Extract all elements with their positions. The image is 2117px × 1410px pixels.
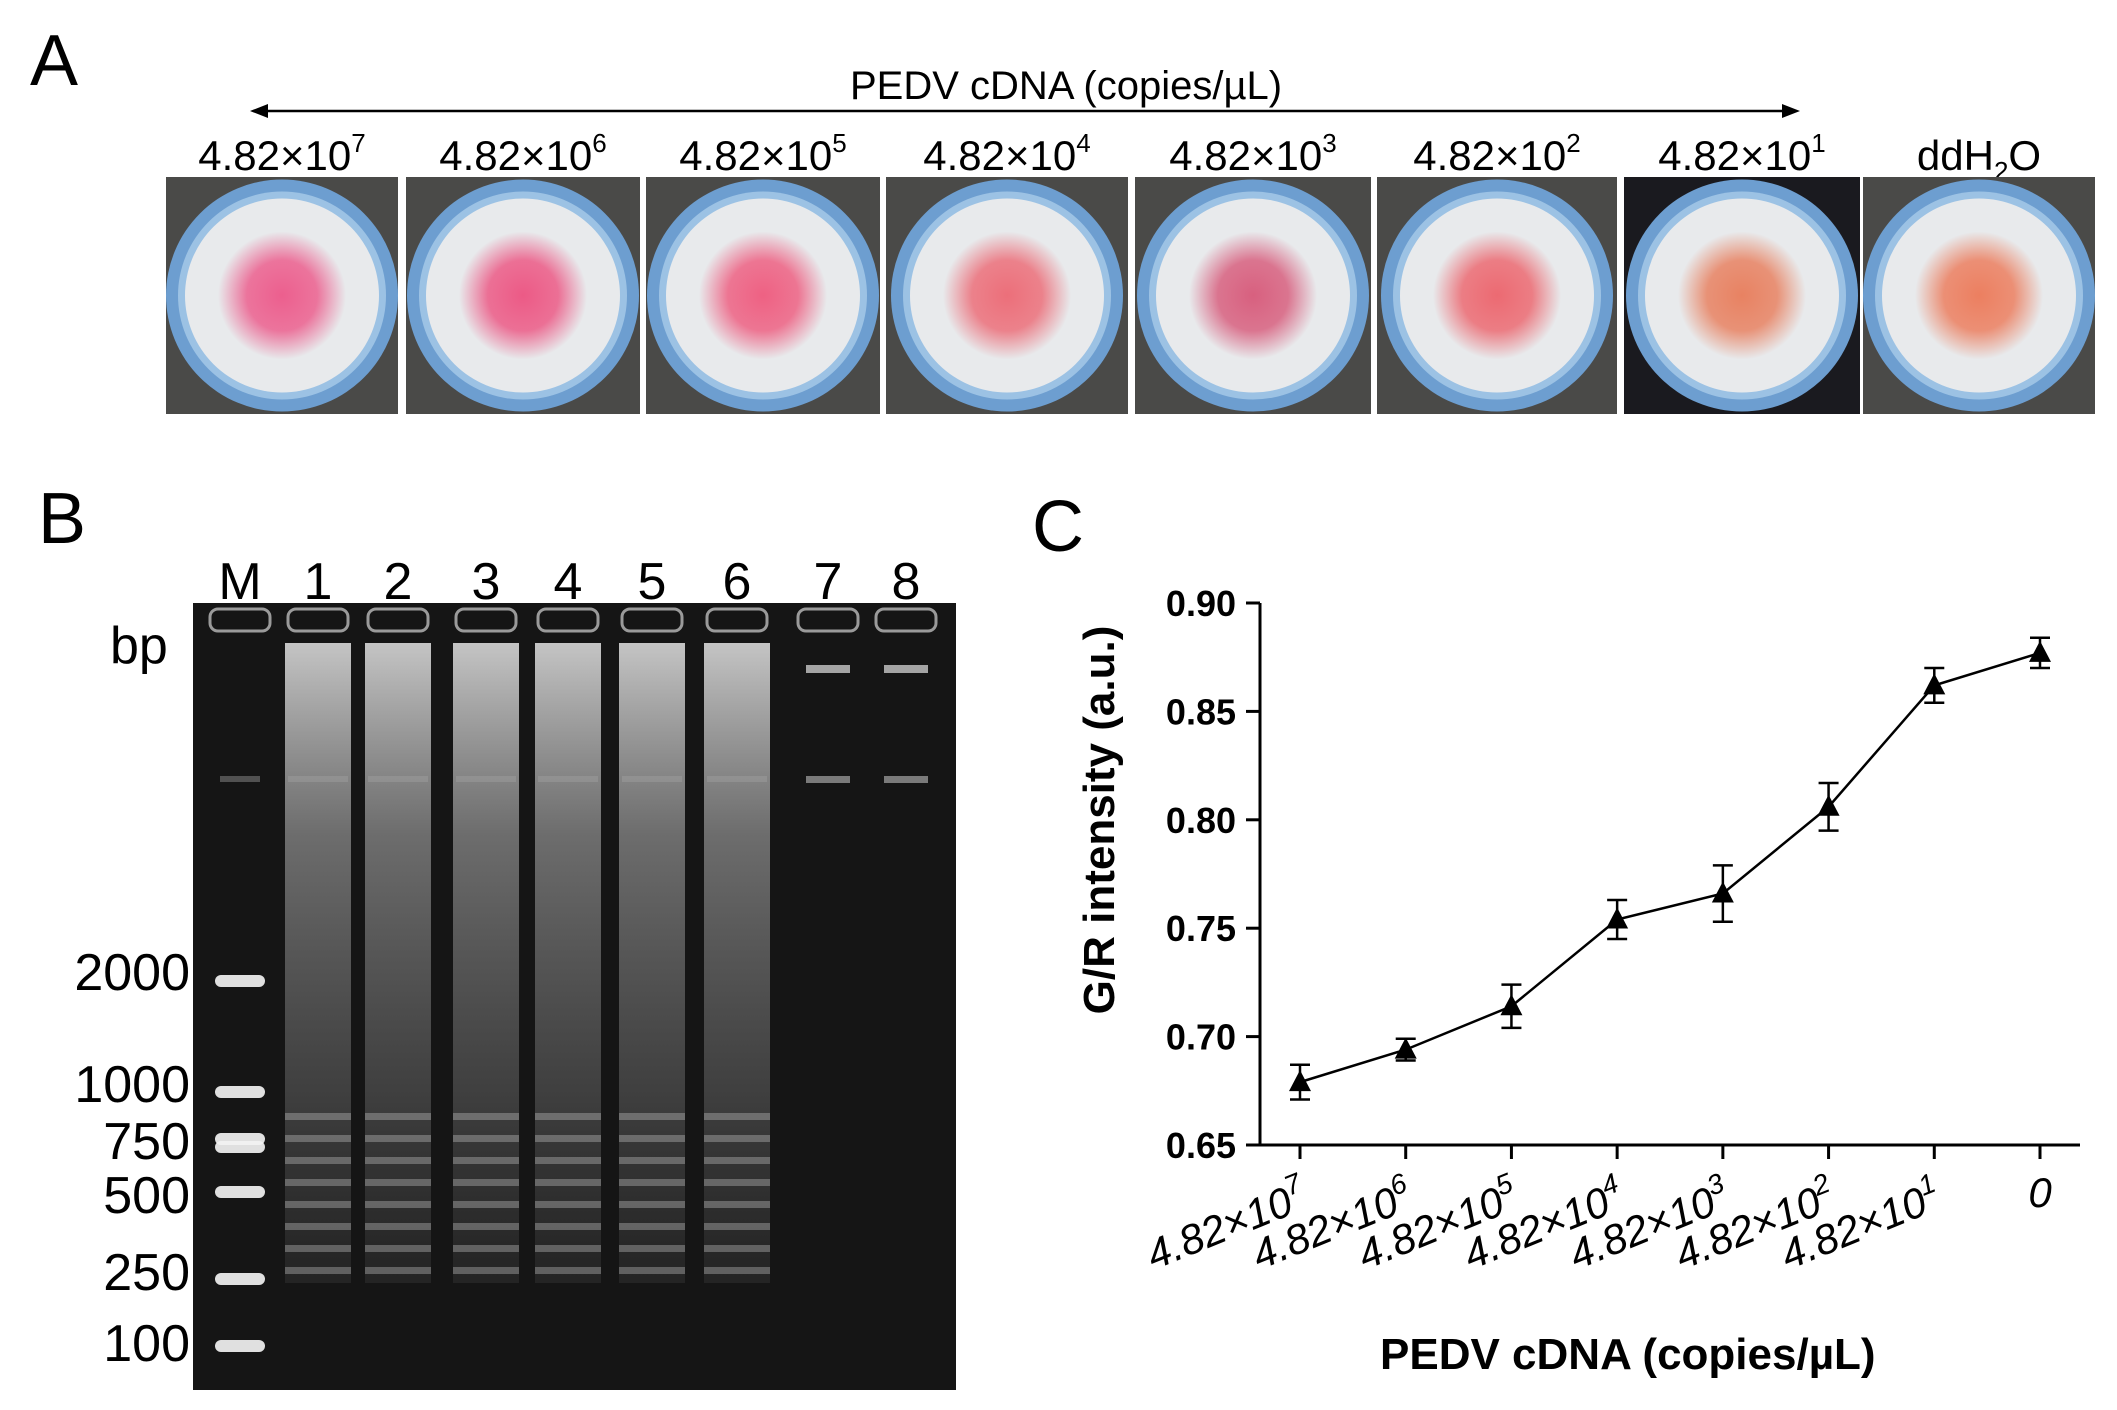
series-line <box>1299 651 2041 1084</box>
sample-disc-photo <box>1135 177 1371 414</box>
sample-disc-photo <box>1863 177 2095 414</box>
data-point <box>1817 794 1840 816</box>
lane-label: 5 <box>637 553 667 611</box>
data-point <box>1289 1070 1311 1092</box>
lane-label: 4 <box>553 553 583 611</box>
ladder-size-label: 1000 <box>74 1056 190 1114</box>
data-point <box>1606 907 1629 929</box>
data-point <box>1711 881 1734 903</box>
lane-label: 2 <box>383 553 413 611</box>
panel-label-c: C <box>1032 487 1084 567</box>
y-tick-label: 0.65 <box>1166 1125 1236 1166</box>
gel-image <box>193 603 956 1390</box>
sample-disc-photo <box>646 177 880 414</box>
data-point <box>1923 673 1946 695</box>
x-axis-label: PEDV cDNA (copies/µL) <box>1380 1330 1876 1379</box>
line-chart: 0.650.700.750.800.850.904.82×1074.82×106… <box>1138 583 2080 1278</box>
sample-disc-photo <box>1377 177 1617 414</box>
lane-label: 1 <box>303 553 333 611</box>
concentration-label: 4.82×106 <box>439 128 607 179</box>
panel-a-title: PEDV cDNA (copies/µL) <box>850 64 1283 108</box>
sample-disc-photo <box>166 177 398 414</box>
ladder-size-label: 2000 <box>74 944 190 1002</box>
lane-label: M <box>218 553 262 611</box>
concentration-label: 4.82×105 <box>679 128 847 179</box>
y-tick-label: 0.85 <box>1166 691 1236 732</box>
lane-label: 7 <box>813 553 843 611</box>
sample-disc-photo <box>886 177 1128 414</box>
sample-disc-photo <box>406 177 640 414</box>
data-point <box>2029 640 2051 662</box>
y-axis-label: G/R intensity (a.u.) <box>1075 625 1124 1015</box>
data-point <box>1500 994 1523 1016</box>
y-tick-label: 0.90 <box>1166 583 1236 624</box>
lane-label: 8 <box>891 553 921 611</box>
lane-label: 6 <box>722 553 752 611</box>
panel-label-b: B <box>38 479 87 559</box>
concentration-label: 4.82×103 <box>1169 128 1337 179</box>
concentration-label: 4.82×101 <box>1658 128 1826 179</box>
ladder-size-label: 100 <box>103 1315 190 1373</box>
double-arrow-icon <box>250 104 1800 118</box>
y-tick-label: 0.80 <box>1166 800 1236 841</box>
bp-unit-label: bp <box>110 617 168 675</box>
sample-disc-photo <box>1624 177 1860 414</box>
ladder-size-label: 250 <box>103 1244 190 1302</box>
data-point <box>1394 1037 1417 1059</box>
x-tick-label: 0 <box>2028 1169 2052 1216</box>
y-tick-label: 0.70 <box>1166 1017 1236 1058</box>
ladder-size-label: 750 <box>103 1113 190 1171</box>
concentration-label: 4.82×104 <box>923 128 1091 179</box>
concentration-label: 4.82×107 <box>198 128 366 179</box>
concentration-label: ddH2O <box>1916 132 2042 186</box>
panel-label-a: A <box>30 21 79 101</box>
y-tick-label: 0.75 <box>1166 908 1236 949</box>
ladder-size-label: 500 <box>103 1167 190 1225</box>
concentration-label: 4.82×102 <box>1413 128 1581 179</box>
lane-label: 3 <box>471 553 501 611</box>
